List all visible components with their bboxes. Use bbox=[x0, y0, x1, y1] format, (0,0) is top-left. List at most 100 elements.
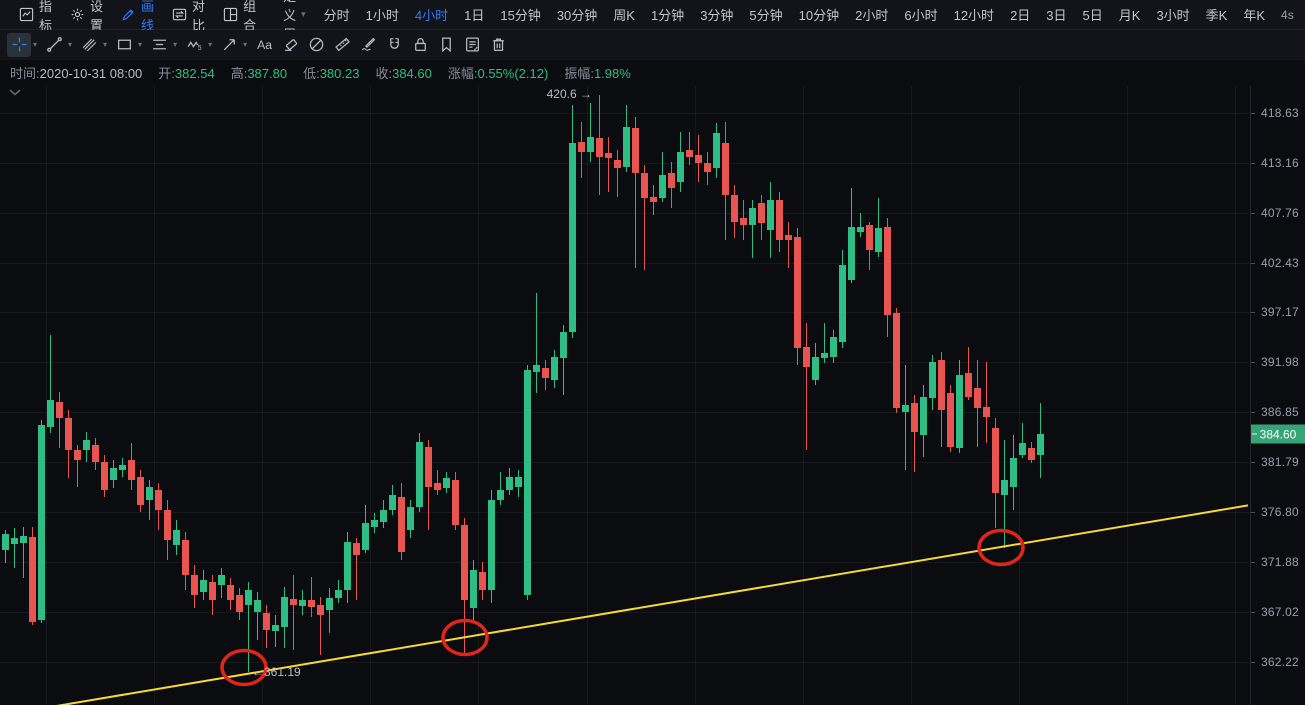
candle-body[interactable] bbox=[758, 203, 765, 223]
candle-body[interactable] bbox=[983, 407, 990, 417]
candle-body[interactable] bbox=[623, 127, 630, 167]
candle-body[interactable] bbox=[452, 480, 459, 525]
timeframe-10分钟[interactable]: 10分钟 bbox=[798, 8, 840, 23]
candle-body[interactable] bbox=[704, 163, 711, 172]
candle-body[interactable] bbox=[740, 217, 747, 225]
timeframe-3分钟[interactable]: 3分钟 bbox=[700, 8, 734, 23]
candle-body[interactable] bbox=[245, 590, 252, 605]
candle-body[interactable] bbox=[65, 418, 72, 450]
tool-hide-drawings[interactable] bbox=[304, 33, 328, 57]
candle-body[interactable] bbox=[137, 477, 144, 505]
candle-body[interactable] bbox=[668, 173, 675, 188]
candle-body[interactable] bbox=[407, 507, 414, 531]
candle-body[interactable] bbox=[1037, 434, 1044, 455]
candle-body[interactable] bbox=[533, 365, 540, 373]
timeframe-3日[interactable]: 3日 bbox=[1046, 8, 1067, 23]
candle-body[interactable] bbox=[884, 226, 891, 315]
candle-body[interactable] bbox=[875, 228, 882, 252]
candle-body[interactable] bbox=[920, 397, 927, 435]
chevron-down-icon[interactable]: ▾ bbox=[103, 40, 108, 49]
tool-shape[interactable] bbox=[112, 33, 136, 57]
candle-body[interactable] bbox=[281, 597, 288, 627]
timeframe-4小时[interactable]: 4小时 bbox=[414, 8, 449, 23]
tool-bookmark[interactable] bbox=[434, 33, 458, 57]
menu-item-draw[interactable]: 画线 bbox=[112, 0, 163, 33]
candle-body[interactable] bbox=[848, 226, 855, 280]
timeframe-6小时[interactable]: 6小时 bbox=[904, 8, 938, 23]
menu-item-indicators[interactable]: 指标 bbox=[10, 0, 61, 33]
candle-body[interactable] bbox=[803, 347, 810, 367]
tool-crosshair[interactable] bbox=[7, 32, 31, 57]
candle-body[interactable] bbox=[992, 428, 999, 494]
timeframe-30分钟[interactable]: 30分钟 bbox=[556, 8, 598, 23]
candle-body[interactable] bbox=[200, 580, 207, 592]
candle-body[interactable] bbox=[767, 200, 774, 230]
candle-body[interactable] bbox=[911, 403, 918, 432]
candle-body[interactable] bbox=[182, 540, 189, 575]
timeframe-12小时[interactable]: 12小时 bbox=[953, 8, 995, 23]
tool-eraser[interactable] bbox=[278, 33, 302, 57]
candle-body[interactable] bbox=[893, 313, 900, 409]
candle-body[interactable] bbox=[830, 337, 837, 357]
marker-circle[interactable] bbox=[220, 648, 268, 687]
candle-body[interactable] bbox=[560, 332, 567, 358]
candle-body[interactable] bbox=[515, 477, 522, 487]
candle-body[interactable] bbox=[83, 440, 90, 450]
chevron-down-icon[interactable]: ▾ bbox=[33, 40, 38, 49]
timeframe-分时[interactable]: 分时 bbox=[323, 8, 350, 23]
tool-delete-all[interactable] bbox=[486, 33, 510, 57]
marker-circle[interactable] bbox=[441, 618, 489, 657]
candle-body[interactable] bbox=[173, 530, 180, 546]
candle-body[interactable] bbox=[326, 598, 333, 611]
timeframe-3小时[interactable]: 3小时 bbox=[1156, 8, 1190, 23]
timeframe-1小时[interactable]: 1小时 bbox=[365, 8, 399, 23]
chevron-down-icon[interactable]: ▾ bbox=[138, 40, 143, 49]
candle-body[interactable] bbox=[812, 357, 819, 381]
candle-body[interactable] bbox=[425, 446, 432, 487]
candle-body[interactable] bbox=[632, 128, 639, 174]
candle-body[interactable] bbox=[2, 534, 9, 550]
candle-body[interactable] bbox=[587, 137, 594, 153]
candle-body[interactable] bbox=[461, 525, 468, 601]
candle-body[interactable] bbox=[497, 490, 504, 500]
candle-body[interactable] bbox=[272, 625, 279, 632]
candle-body[interactable] bbox=[38, 425, 45, 621]
candle-body[interactable] bbox=[1019, 443, 1026, 455]
candle-body[interactable] bbox=[677, 152, 684, 182]
candle-body[interactable] bbox=[542, 368, 549, 379]
candle-body[interactable] bbox=[371, 520, 378, 528]
candle-body[interactable] bbox=[74, 450, 81, 460]
candle-body[interactable] bbox=[479, 572, 486, 591]
candle-body[interactable] bbox=[470, 570, 477, 608]
candle-body[interactable] bbox=[965, 373, 972, 397]
marker-circle[interactable] bbox=[977, 528, 1025, 567]
candle-body[interactable] bbox=[209, 582, 216, 601]
chevron-down-icon[interactable]: ▾ bbox=[68, 40, 73, 49]
candle-body[interactable] bbox=[236, 595, 243, 612]
chevron-down-icon[interactable]: ▾ bbox=[208, 40, 213, 49]
candle-body[interactable] bbox=[11, 538, 18, 545]
chevron-down-icon[interactable]: ▾ bbox=[243, 40, 248, 49]
candle-body[interactable] bbox=[263, 613, 270, 631]
candle-body[interactable] bbox=[227, 585, 234, 601]
candle-body[interactable] bbox=[722, 143, 729, 195]
candle-body[interactable] bbox=[101, 462, 108, 491]
candle-body[interactable] bbox=[434, 483, 441, 491]
candle-body[interactable] bbox=[128, 460, 135, 480]
candle-body[interactable] bbox=[731, 195, 738, 222]
candle-body[interactable] bbox=[749, 208, 756, 225]
candle-body[interactable] bbox=[524, 370, 531, 595]
candle-body[interactable] bbox=[956, 375, 963, 448]
candle-body[interactable] bbox=[20, 536, 27, 544]
candle-body[interactable] bbox=[938, 360, 945, 411]
legend-collapse-icon[interactable] bbox=[8, 84, 22, 102]
tool-text[interactable]: Aa bbox=[252, 33, 276, 57]
candle-body[interactable] bbox=[191, 575, 198, 595]
menu-item-settings[interactable]: 设置 bbox=[61, 0, 112, 33]
candle-body[interactable] bbox=[974, 388, 981, 409]
trendline[interactable] bbox=[0, 504, 1249, 705]
candle-body[interactable] bbox=[317, 605, 324, 615]
candle-body[interactable] bbox=[821, 353, 828, 358]
tool-magnet[interactable] bbox=[382, 33, 406, 57]
